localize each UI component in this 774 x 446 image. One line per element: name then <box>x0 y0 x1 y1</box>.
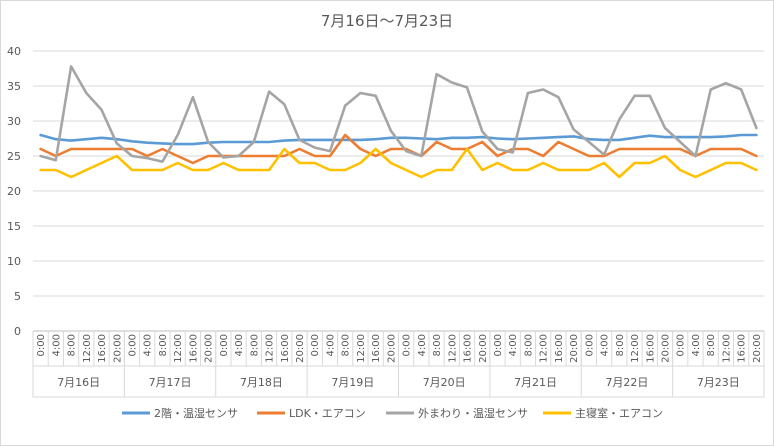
series-line <box>39 147 758 179</box>
x-tick-label: 0:00 <box>219 334 230 356</box>
x-tick-label: 20:00 <box>752 334 763 363</box>
x-tick-label: 20:00 <box>478 334 489 363</box>
x-day-label: 7月16日 <box>57 376 100 389</box>
x-tick-label: 0:00 <box>402 334 413 356</box>
y-tick-label: 5 <box>14 290 21 303</box>
x-tick-label: 16:00 <box>280 334 291 363</box>
x-tick-label: 20:00 <box>569 334 580 363</box>
x-tick-label: 12:00 <box>265 334 276 363</box>
x-tick-label: 16:00 <box>645 334 656 363</box>
x-tick-label: 12:00 <box>173 334 184 363</box>
x-tick-label: 0:00 <box>310 334 321 356</box>
x-tick-label: 0:00 <box>127 334 138 356</box>
x-tick-label: 4:00 <box>143 334 154 356</box>
x-tick-label: 4:00 <box>508 334 519 356</box>
x-tick-label: 8:00 <box>67 334 78 356</box>
legend-label: 2階・温湿センサ <box>154 406 238 420</box>
x-tick-label: 12:00 <box>721 334 732 363</box>
x-tick-label: 8:00 <box>615 334 626 356</box>
x-tick-label: 4:00 <box>691 334 702 356</box>
y-tick-label: 0 <box>14 325 21 338</box>
x-tick-label: 4:00 <box>325 334 336 356</box>
x-tick-label: 4:00 <box>51 334 62 356</box>
x-tick-label: 8:00 <box>158 334 169 356</box>
plot-area <box>39 65 758 179</box>
x-tick-label: 16:00 <box>188 334 199 363</box>
x-tick-label: 8:00 <box>523 334 534 356</box>
x-day-label: 7月22日 <box>605 376 648 389</box>
x-tick-label: 4:00 <box>417 334 428 356</box>
y-tick-label: 40 <box>7 45 21 58</box>
x-tick-label: 16:00 <box>463 334 474 363</box>
x-day-label: 7月20日 <box>423 376 466 389</box>
x-tick-label: 16:00 <box>554 334 565 363</box>
series-line <box>39 65 758 163</box>
x-day-label: 7月19日 <box>331 376 374 389</box>
x-tick-label: 8:00 <box>432 334 443 356</box>
y-tick-label: 20 <box>7 185 21 198</box>
y-tick-label: 10 <box>7 255 21 268</box>
y-tick-label: 30 <box>7 115 21 128</box>
x-day-label: 7月18日 <box>240 376 283 389</box>
x-day-label: 7月21日 <box>514 376 557 389</box>
series-line <box>39 133 758 165</box>
x-tick-label: 0:00 <box>584 334 595 356</box>
x-tick-label: 20:00 <box>112 334 123 363</box>
x-day-label: 7月17日 <box>149 376 192 389</box>
x-tick-label: 12:00 <box>447 334 458 363</box>
y-tick-label: 35 <box>7 80 21 93</box>
gridlines <box>33 50 764 297</box>
x-tick-label: 0:00 <box>493 334 504 356</box>
x-tick-label: 4:00 <box>234 334 245 356</box>
legend-label: LDK・エアコン <box>289 407 366 420</box>
legend-label: 外まわり・温湿センサ <box>418 407 528 420</box>
x-tick-label: 20:00 <box>386 334 397 363</box>
x-tick-label: 8:00 <box>341 334 352 356</box>
x-tick-label: 0:00 <box>676 334 687 356</box>
y-axis: 0 5 10 15 20 25 30 35 40 <box>7 45 21 338</box>
y-tick-label: 25 <box>7 150 21 163</box>
series-line <box>39 133 758 146</box>
x-tick-label: 12:00 <box>539 334 550 363</box>
x-tick-label: 12:00 <box>82 334 93 363</box>
x-tick-label: 16:00 <box>371 334 382 363</box>
x-tick-label: 16:00 <box>737 334 748 363</box>
legend-label: 主寝室・エアコン <box>575 406 663 420</box>
x-tick-label: 16:00 <box>97 334 108 363</box>
x-tick-label: 8:00 <box>706 334 717 356</box>
chart-title: 7月16日～7月23日 <box>321 12 453 30</box>
x-tick-label: 20:00 <box>204 334 215 363</box>
x-tick-label: 12:00 <box>356 334 367 363</box>
x-tick-label: 0:00 <box>36 334 47 356</box>
x-tick-label: 12:00 <box>630 334 641 363</box>
x-day-label: 7月23日 <box>697 376 740 389</box>
x-tick-label: 4:00 <box>600 334 611 356</box>
legend: 2階・温湿センサ LDK・エアコン 外まわり・温湿センサ 主寝室・エアコン <box>122 406 663 420</box>
x-tick-label: 8:00 <box>249 334 260 356</box>
x-axis: 0:00 4:00 8:00 12:00 16:00 20:00 0:00 4:00 8:00 1… <box>32 330 765 398</box>
x-tick-label: 20:00 <box>661 334 672 363</box>
y-tick-label: 15 <box>7 220 21 233</box>
x-tick-label: 20:00 <box>295 334 306 363</box>
